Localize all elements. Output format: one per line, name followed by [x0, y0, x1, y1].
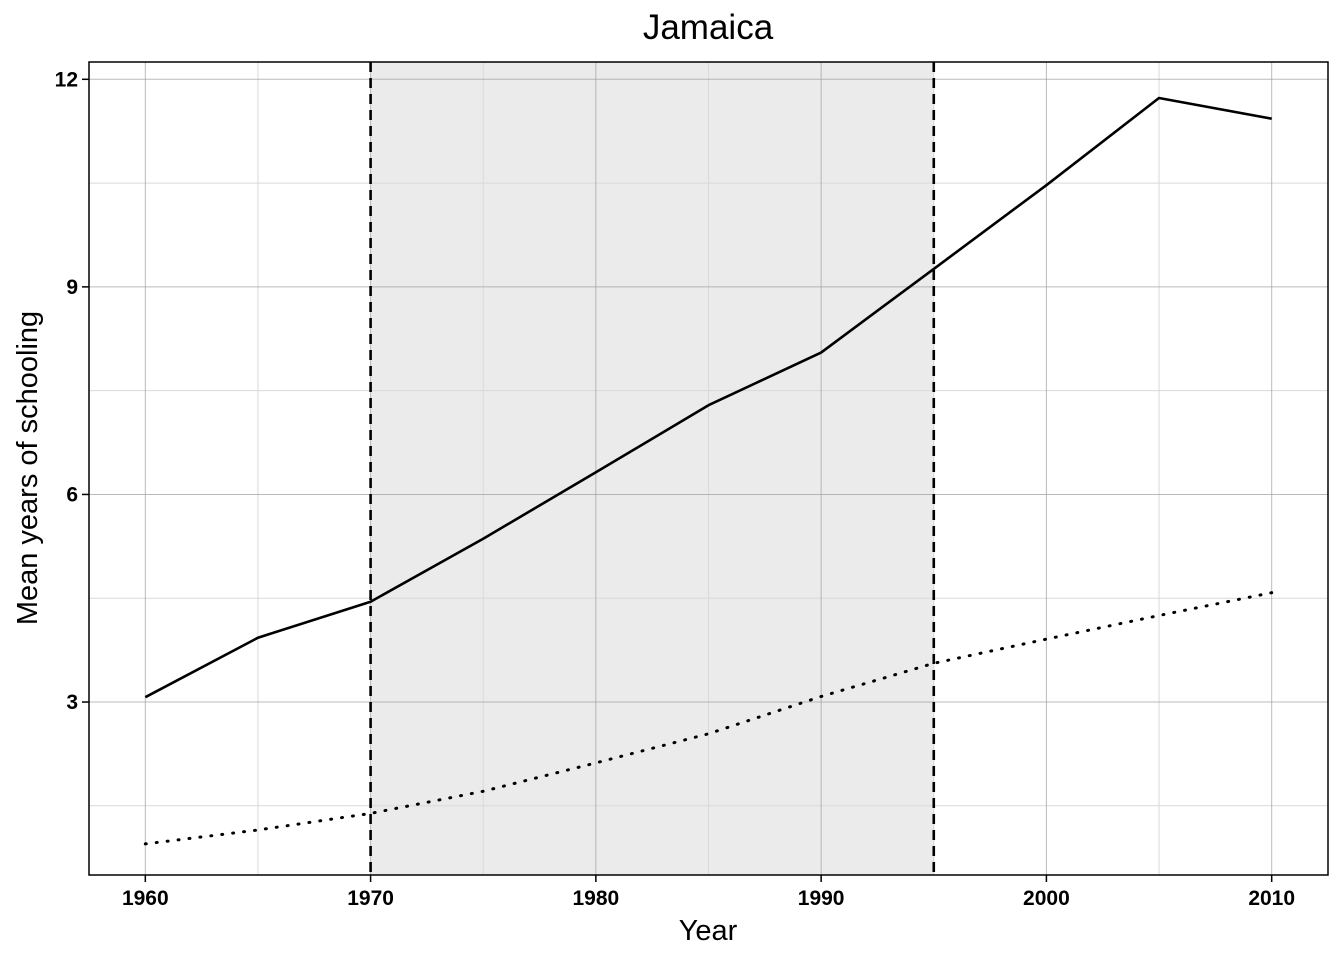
y-tick-label: 6	[66, 483, 78, 506]
panel-border	[88, 61, 1329, 876]
comparison-trend-line	[143, 591, 1274, 846]
x-axis-title: Year	[679, 915, 738, 947]
y-tick-label: 9	[66, 276, 78, 299]
plot-panel	[88, 61, 1329, 876]
x-tick-label: 2000	[1023, 887, 1070, 910]
schooling-line	[144, 96, 1272, 699]
y-tick-label: 12	[55, 68, 78, 91]
shaded-period	[370, 62, 934, 875]
y-axis: 3 6 9 12	[55, 68, 89, 714]
x-tick-label: 1960	[122, 887, 169, 910]
y-axis-title: Mean years of schooling	[12, 311, 44, 625]
x-tick-label: 1970	[347, 887, 394, 910]
x-tick-label: 2010	[1248, 887, 1295, 910]
x-tick-label: 1990	[798, 887, 845, 910]
x-axis: 1960 1970 1980 1990 2000 2010	[122, 875, 1295, 910]
chart-title: Jamaica	[643, 8, 774, 47]
x-tick-label: 1980	[573, 887, 620, 910]
y-tick-label: 3	[66, 691, 78, 714]
